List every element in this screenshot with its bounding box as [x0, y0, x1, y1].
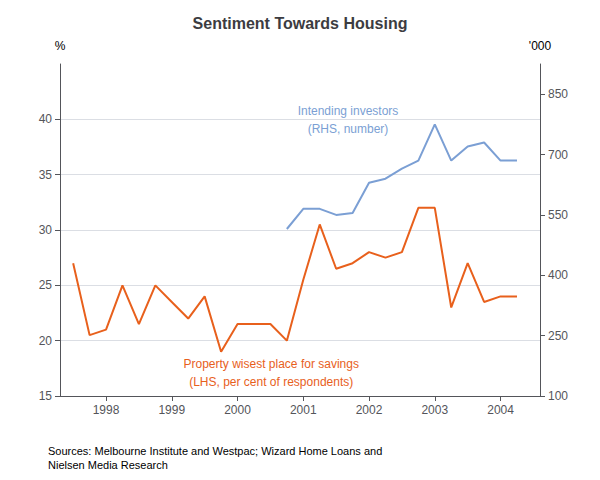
svg-text:2004: 2004: [487, 403, 514, 417]
svg-text:Nielsen Media Research: Nielsen Media Research: [48, 459, 168, 471]
svg-text:Sources: Melbourne Institute a: Sources: Melbourne Institute and Westpac…: [48, 445, 382, 457]
svg-text:250: 250: [548, 329, 568, 343]
svg-text:100: 100: [548, 389, 568, 403]
svg-text:Property wisest place for savi: Property wisest place for savings: [183, 357, 358, 371]
svg-text:Intending investors: Intending investors: [298, 104, 399, 118]
svg-text:850: 850: [548, 87, 568, 101]
svg-text:%: %: [55, 39, 66, 53]
svg-text:2001: 2001: [290, 403, 317, 417]
svg-text:15: 15: [39, 389, 53, 403]
svg-text:700: 700: [548, 148, 568, 162]
svg-text:Sentiment Towards Housing: Sentiment Towards Housing: [193, 15, 408, 32]
svg-text:40: 40: [39, 112, 53, 126]
svg-text:(LHS, per cent of respondents): (LHS, per cent of respondents): [189, 375, 353, 389]
svg-text:25: 25: [39, 278, 53, 292]
svg-text:2000: 2000: [224, 403, 251, 417]
svg-text:20: 20: [39, 334, 53, 348]
svg-text:(RHS, number): (RHS, number): [308, 122, 389, 136]
svg-text:35: 35: [39, 168, 53, 182]
svg-text:2002: 2002: [356, 403, 383, 417]
svg-text:'000: '000: [529, 39, 552, 53]
svg-text:400: 400: [548, 268, 568, 282]
svg-text:1999: 1999: [158, 403, 185, 417]
svg-text:1998: 1998: [93, 403, 120, 417]
svg-text:30: 30: [39, 223, 53, 237]
svg-text:550: 550: [548, 208, 568, 222]
svg-text:2003: 2003: [421, 403, 448, 417]
